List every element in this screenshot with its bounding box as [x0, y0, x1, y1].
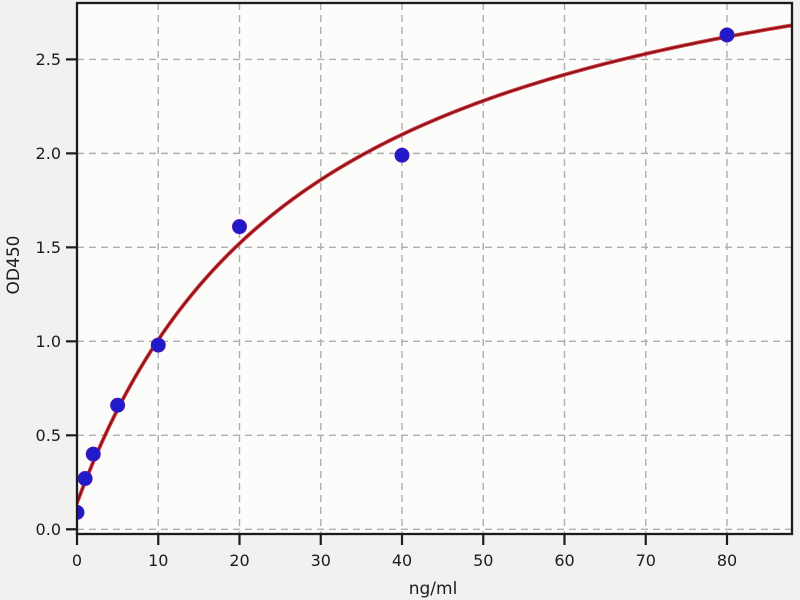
y-tick-label: 2.0 — [36, 144, 61, 163]
plot-area — [77, 3, 792, 534]
data-point — [77, 504, 85, 520]
fit-curve — [77, 24, 792, 504]
data-point — [85, 446, 101, 462]
y-tick-label: 0.5 — [36, 426, 61, 445]
data-point — [150, 337, 166, 353]
data-point — [110, 397, 126, 413]
x-tick-label: 0 — [72, 551, 82, 570]
x-tick-label: 20 — [229, 551, 249, 570]
data-point — [77, 471, 93, 487]
data-point — [719, 27, 735, 43]
x-tick-label: 10 — [148, 551, 168, 570]
y-tick-label: 2.5 — [36, 50, 61, 69]
axes-spines — [75, 1, 794, 536]
x-tick-label: 80 — [717, 551, 737, 570]
x-tick-label: 70 — [636, 551, 656, 570]
y-tick-label: 1.0 — [36, 332, 61, 351]
y-tick-label: 0.0 — [36, 520, 61, 539]
x-tick-label: 60 — [554, 551, 574, 570]
x-axis-label: ng/ml — [408, 579, 458, 599]
x-tick-label: 50 — [473, 551, 493, 570]
y-axis-label: OD450 — [4, 235, 24, 295]
x-tick-label: 40 — [392, 551, 412, 570]
y-tick-label: 1.5 — [36, 238, 61, 257]
data-point — [232, 219, 247, 235]
x-tick-label: 30 — [311, 551, 331, 570]
data-point — [394, 147, 410, 163]
